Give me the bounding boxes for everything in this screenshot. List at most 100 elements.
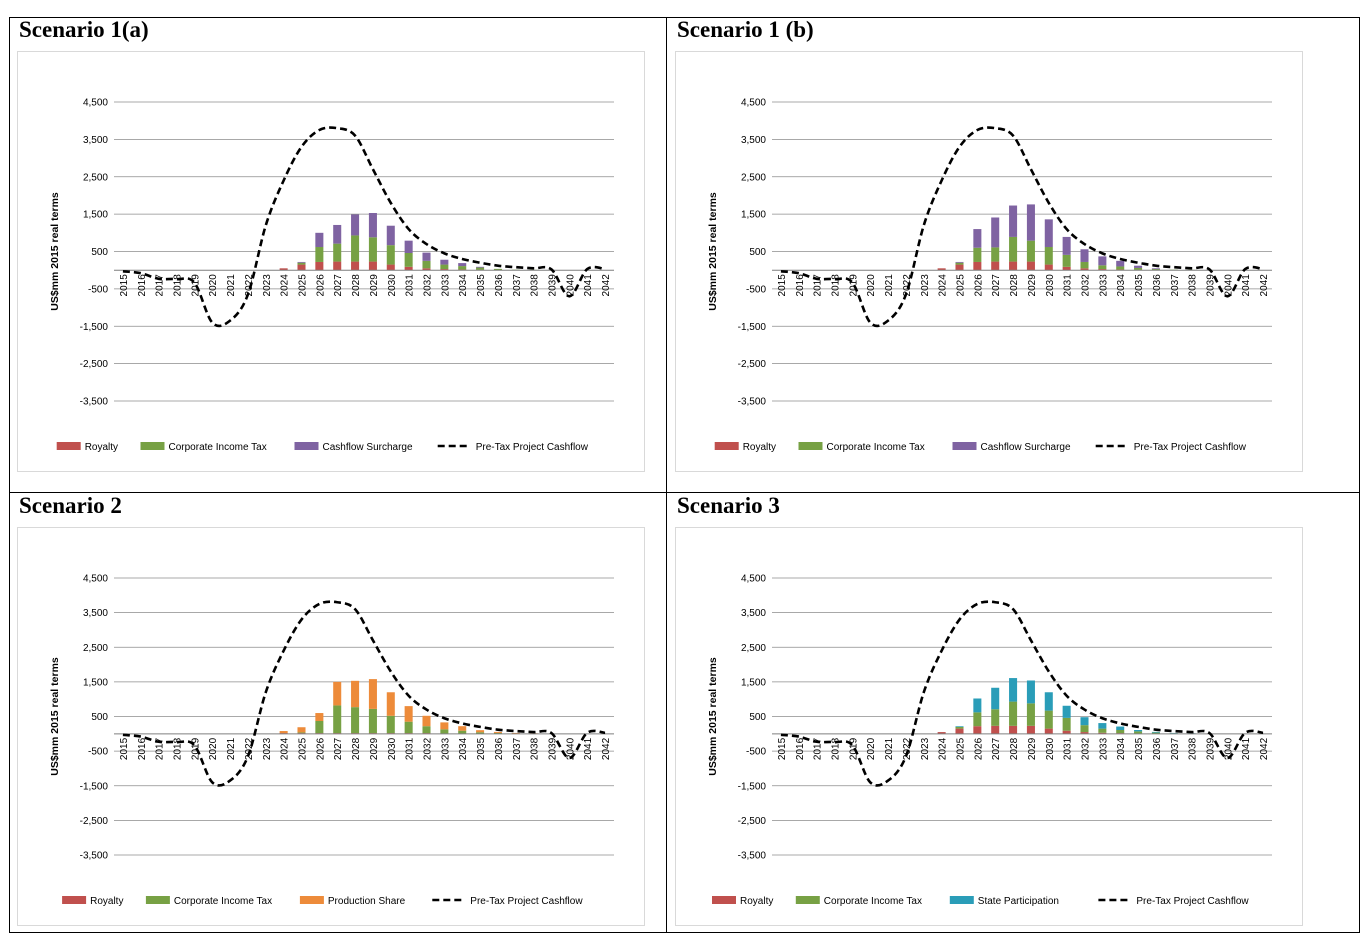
x-tick-label: 2025 [956,274,967,297]
y-tick-label: -3,500 [80,851,109,862]
bar-segment [1134,731,1143,734]
y-tick-label: -2,500 [80,816,109,827]
bar-segment [315,261,324,271]
y-tick-label: 500 [749,712,766,723]
x-tick-label: 2042 [1259,737,1270,760]
bar-segment [991,687,1000,710]
x-tick-label: 2026 [315,737,326,760]
x-tick-label: 2040 [565,274,576,297]
bar-segment [1062,254,1071,267]
bar-segment [404,252,413,267]
scenario-panel-2: Scenario 2 4,500 3,500 2,500 1,500 500 -500 -1… [9,493,666,933]
y-axis-label: US$mm 2015 real terms [49,192,61,311]
bar-segment [422,726,431,734]
bar-segment [422,715,431,727]
y-tick-label: 500 [91,247,108,258]
bar-segment [1026,261,1035,271]
bar-segment [476,732,485,734]
x-tick-label: 2028 [1009,274,1020,297]
bar-segment [404,240,413,253]
x-tick-label: 2037 [512,274,523,297]
bar-segment [1098,265,1107,270]
x-tick-label: 2015 [777,274,788,297]
bar-segment [297,264,306,271]
y-tick-label: 4,500 [83,574,108,585]
x-tick-label: 2015 [777,737,788,760]
legend-label: Corporate Income Tax [169,442,267,453]
bar-segment [1151,268,1160,270]
scenario-panel-3: Scenario 3 4,500 3,500 2,500 1,500 500 -500 -1… [667,493,1360,933]
y-axis-label: US$mm 2015 real terms [49,657,61,776]
x-tick-label: 2017 [155,274,166,297]
cashflow-line [122,600,606,787]
bar-segment [315,713,324,722]
legend-label: State Participation [978,896,1059,907]
bar-segment [458,263,467,267]
bar-segment [955,262,964,265]
y-tick-label: 500 [91,712,108,723]
bar-segment [991,261,1000,271]
bar-segment [1062,236,1071,255]
bar-segment [458,266,467,270]
legend-swatch [712,896,736,904]
x-tick-label: 2017 [813,274,824,297]
bar-segment [422,268,431,271]
bar-segment [493,732,502,734]
bar-segment [991,247,1000,262]
bar-segment [422,252,431,261]
x-tick-label: 2028 [351,274,362,297]
bar-segment [1044,264,1053,271]
legend-label: Royalty [743,442,776,453]
x-tick-label: 2024 [938,737,949,760]
y-tick-label: 1,500 [741,210,766,221]
x-tick-label: 2025 [956,737,967,760]
y-tick-label: -500 [746,747,766,758]
x-tick-label: 2041 [1241,274,1252,297]
bar-segment [511,732,520,734]
chart-svg: 4,500 3,500 2,500 1,500 500 -500 -1,500 -2,500 -… [707,574,1272,907]
x-tick-label: 2027 [991,274,1002,297]
bar-segment [1151,731,1160,733]
chart-svg: 4,500 3,500 2,500 1,500 500 -500 -1,500 -2,500 -… [707,98,1272,453]
x-tick-label: 2042 [601,737,612,760]
bar-segment [1026,703,1035,726]
bar-segment [333,705,342,734]
bar-segment [1116,730,1125,734]
bar-segment [1134,730,1143,732]
bar-segment [386,715,395,734]
bar-segment [422,260,431,269]
bar-segment [1009,236,1018,262]
x-tick-label: 2023 [262,737,273,760]
y-tick-label: 3,500 [741,608,766,619]
bar-segment [368,213,377,238]
y-axis-label: US$mm 2015 real terms [707,192,719,311]
x-tick-label: 2029 [369,737,380,760]
y-tick-label: 500 [749,247,766,258]
legend-swatch [952,442,977,450]
bar-segment [351,235,360,262]
bar-segment [386,692,395,716]
x-tick-label: 2032 [1081,274,1092,297]
x-tick-label: 2034 [1116,737,1127,760]
x-tick-label: 2035 [476,274,487,297]
bar-segment [1134,267,1143,270]
x-tick-label: 2021 [226,274,237,297]
y-tick-label: -2,500 [738,816,767,827]
legend-swatch [56,442,81,450]
x-tick-label: 2037 [512,737,523,760]
bar-segment [1116,726,1125,731]
bar-segment [1098,732,1107,734]
legend-swatch [795,896,820,904]
x-tick-label: 2042 [601,274,612,297]
x-tick-label: 2034 [1116,274,1127,297]
x-tick-label: 2030 [1045,737,1056,760]
grid-vertical-divider [666,17,667,933]
x-tick-label: 2038 [1188,274,1199,297]
x-tick-label: 2035 [1134,737,1145,760]
bar-segment [404,266,413,271]
bar-segment [351,707,360,734]
bar-segment [955,261,964,263]
y-tick-label: 2,500 [83,172,108,183]
x-tick-label: 2036 [494,737,505,760]
bar-segment [973,712,982,727]
